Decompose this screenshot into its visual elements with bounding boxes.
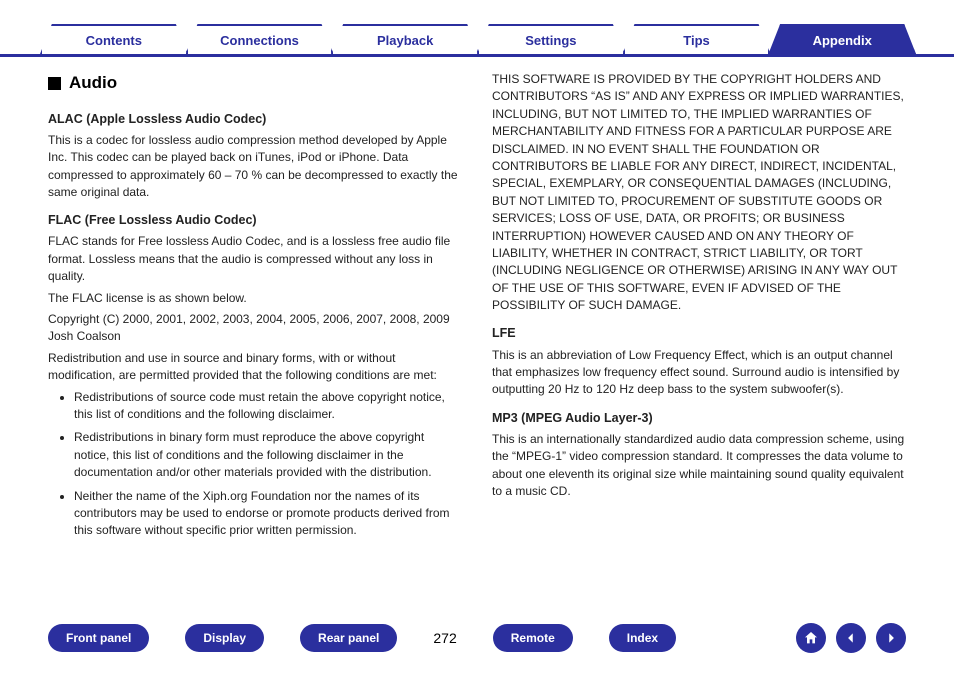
heading-alac: ALAC (Apple Lossless Audio Codec) — [48, 110, 462, 128]
index-button[interactable]: Index — [609, 624, 676, 652]
para-mp3: This is an internationally standardized … — [492, 431, 906, 501]
tab-tips[interactable]: Tips — [623, 24, 771, 54]
tab-connections[interactable]: Connections — [186, 24, 334, 54]
heading-mp3: MP3 (MPEG Audio Layer-3) — [492, 409, 906, 427]
para-flac-redistribution: Redistribution and use in source and bin… — [48, 350, 462, 385]
prev-page-icon[interactable] — [836, 623, 866, 653]
tab-appendix[interactable]: Appendix — [768, 24, 916, 54]
front-panel-button[interactable]: Front panel — [48, 624, 149, 652]
tab-playback[interactable]: Playback — [331, 24, 479, 54]
para-flac-1: FLAC stands for Free lossless Audio Code… — [48, 233, 462, 285]
para-flac-copyright: Copyright (C) 2000, 2001, 2002, 2003, 20… — [48, 311, 462, 346]
page-number: 272 — [433, 630, 456, 646]
display-button[interactable]: Display — [185, 624, 264, 652]
list-item: Neither the name of the Xiph.org Foundat… — [74, 488, 462, 540]
left-column: Audio ALAC (Apple Lossless Audio Codec) … — [48, 71, 462, 546]
heading-flac: FLAC (Free Lossless Audio Codec) — [48, 211, 462, 229]
para-disclaimer: THIS SOFTWARE IS PROVIDED BY THE COPYRIG… — [492, 71, 906, 314]
section-title: Audio — [48, 71, 462, 96]
next-page-icon[interactable] — [876, 623, 906, 653]
footer-nav: Front panel Display Rear panel 272 Remot… — [0, 623, 954, 653]
nav-icons — [796, 623, 906, 653]
heading-lfe: LFE — [492, 324, 906, 342]
para-flac-2: The FLAC license is as shown below. — [48, 290, 462, 307]
remote-button[interactable]: Remote — [493, 624, 573, 652]
right-column: THIS SOFTWARE IS PROVIDED BY THE COPYRIG… — [492, 71, 906, 546]
section-title-text: Audio — [69, 71, 117, 96]
flac-conditions-list: Redistributions of source code must reta… — [48, 389, 462, 540]
home-icon[interactable] — [796, 623, 826, 653]
page-content: Audio ALAC (Apple Lossless Audio Codec) … — [0, 57, 954, 546]
rear-panel-button[interactable]: Rear panel — [300, 624, 397, 652]
list-item: Redistributions in binary form must repr… — [74, 429, 462, 481]
tab-contents[interactable]: Contents — [40, 24, 188, 54]
list-item: Redistributions of source code must reta… — [74, 389, 462, 424]
para-alac: This is a codec for lossless audio compr… — [48, 132, 462, 202]
para-lfe: This is an abbreviation of Low Frequency… — [492, 347, 906, 399]
tab-settings[interactable]: Settings — [477, 24, 625, 54]
top-tabs: Contents Connections Playback Settings T… — [0, 0, 954, 57]
square-bullet-icon — [48, 77, 61, 90]
